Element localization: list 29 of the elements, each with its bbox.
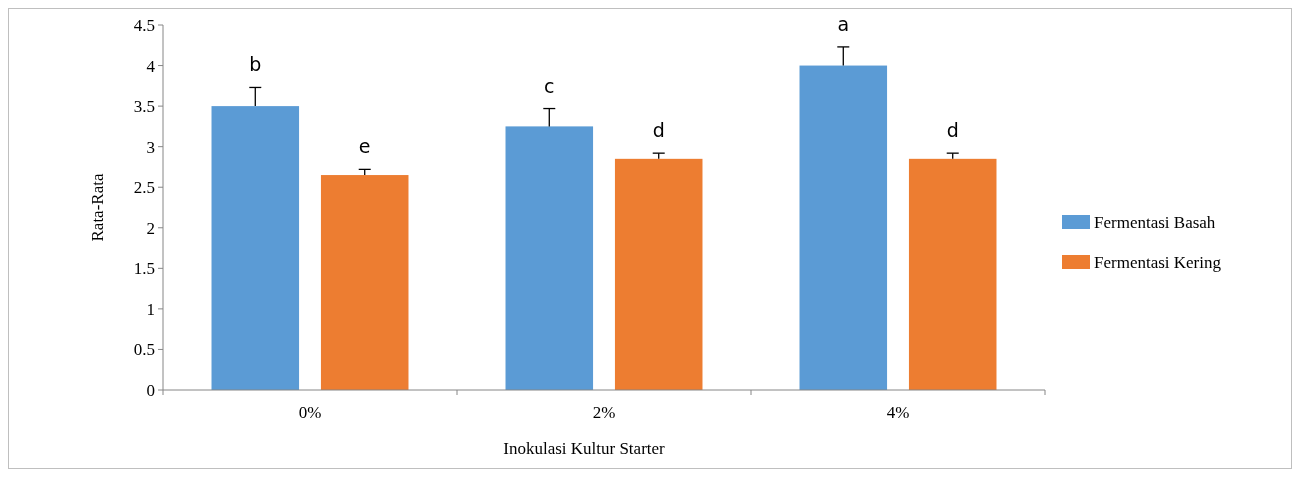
legend-label: Fermentasi Kering (1094, 252, 1222, 272)
bar (211, 106, 300, 390)
bar (614, 158, 703, 390)
data-label: d (652, 119, 665, 142)
y-axis-title: Rata-Rata (88, 173, 107, 242)
x-tick-label: 0% (298, 403, 322, 422)
legend-label: Fermentasi Basah (1094, 212, 1216, 232)
x-axis-title: Inokulasi Kultur Starter (503, 439, 666, 458)
y-tick-label: 2.5 (133, 178, 155, 198)
y-tick-label: 2 (146, 218, 155, 238)
y-tick-label: 0 (146, 380, 155, 400)
y-tick-label: 4 (146, 56, 156, 76)
bar (320, 175, 409, 390)
y-tick-label: 3.5 (133, 97, 155, 117)
bar (799, 65, 888, 390)
y-tick-label: 1 (146, 299, 155, 319)
y-tick-label: 3 (146, 137, 155, 157)
data-label: e (358, 135, 371, 158)
x-tick-label: 4% (886, 403, 910, 422)
bar (908, 158, 997, 390)
data-label: b (249, 53, 262, 76)
y-tick-label: 1.5 (133, 259, 155, 279)
bar (505, 126, 594, 390)
data-label: d (946, 119, 959, 142)
x-tick-label: 2% (592, 403, 616, 422)
data-label: a (837, 12, 850, 35)
y-tick-label: 0.5 (133, 340, 155, 360)
data-label: c (544, 74, 555, 97)
y-tick-label: 4.5 (133, 15, 155, 35)
